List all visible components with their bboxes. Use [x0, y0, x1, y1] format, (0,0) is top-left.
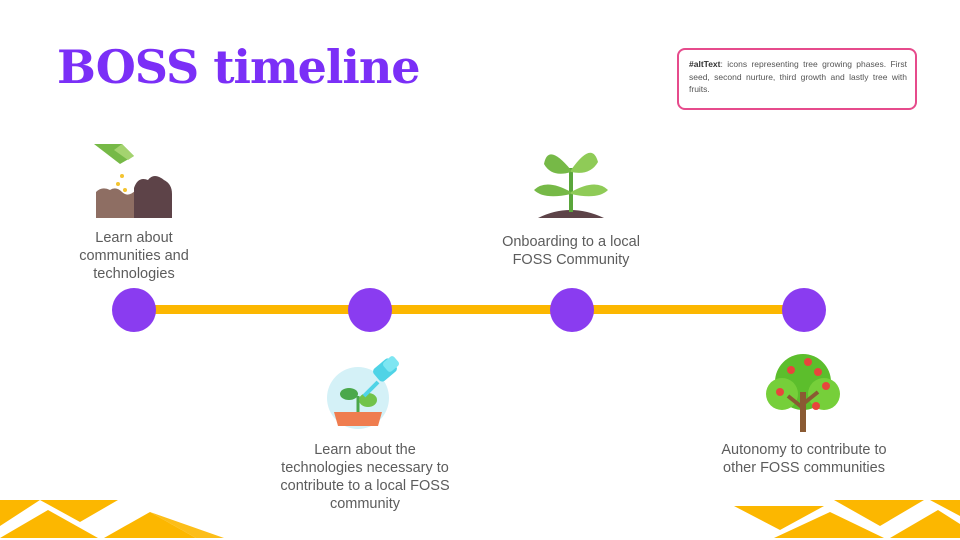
timeline-line — [134, 305, 804, 314]
alt-text-box: #altText: icons representing tree growin… — [677, 48, 917, 110]
milestone-label-1: Learn about communities and technologies — [79, 230, 189, 282]
milestone-label-2: Learn about the technologies necessary t… — [280, 442, 450, 512]
decorative-triangles-right — [734, 500, 960, 538]
seed-icon — [94, 144, 172, 218]
fruit-tree-icon — [766, 354, 840, 432]
timeline-dot-2 — [348, 288, 392, 332]
timeline-dot-4 — [782, 288, 826, 332]
alt-text-key: #altText — [689, 59, 721, 69]
alt-text-body: : icons representing tree growing phases… — [689, 59, 907, 94]
milestone-label-4: Autonomy to contribute to other FOSS com… — [721, 442, 887, 476]
nurture-icon — [327, 356, 399, 429]
decorative-triangles-left — [0, 500, 224, 538]
milestone-label-3: Onboarding to a local FOSS Community — [502, 234, 640, 268]
timeline-dot-1 — [112, 288, 156, 332]
sprout-icon — [534, 152, 608, 218]
slide-title: BOSS timeline — [57, 40, 421, 94]
timeline-dot-3 — [550, 288, 594, 332]
